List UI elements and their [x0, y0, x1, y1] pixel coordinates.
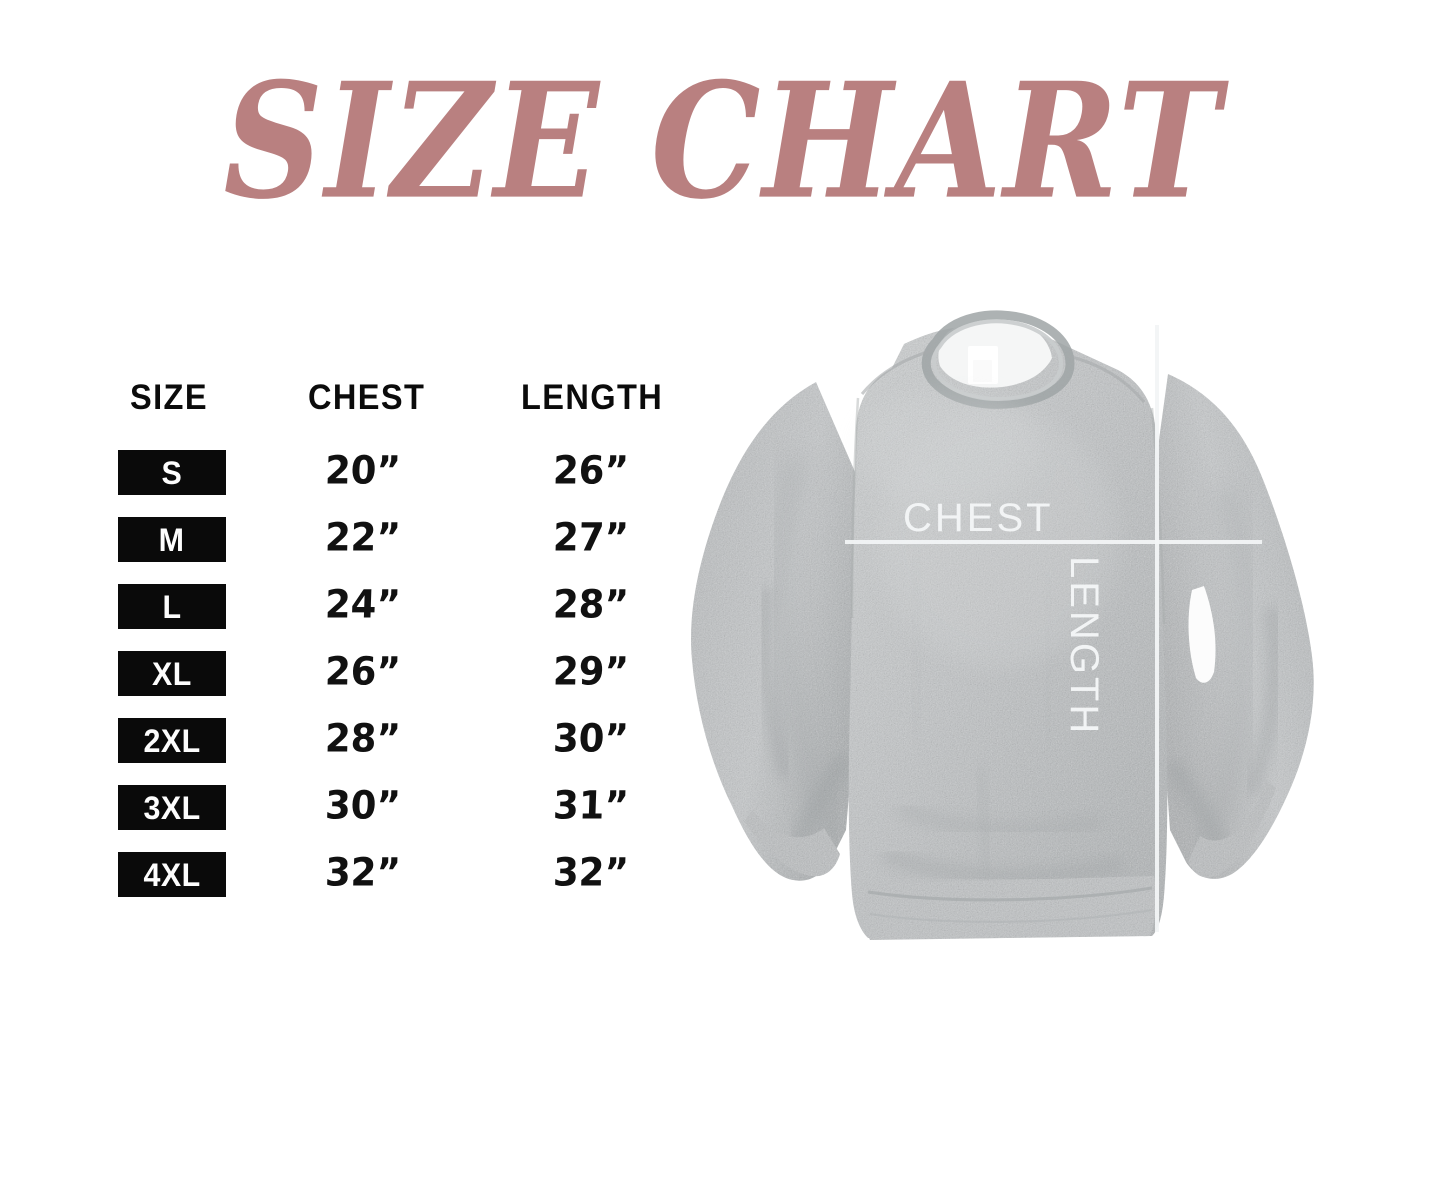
table-row: M 22” 27” [0, 514, 720, 562]
size-chip: 2XL [118, 718, 226, 763]
size-label: 2XL [143, 722, 201, 759]
table-row: 4XL 32” 32” [0, 849, 720, 897]
size-chip: 4XL [118, 852, 226, 897]
sweatshirt-photo [648, 288, 1368, 968]
length-overlay-label: LENGTH [1062, 556, 1106, 737]
table-row: 2XL 28” 30” [0, 715, 720, 763]
chest-overlay-label: CHEST [903, 496, 1054, 540]
size-label: 3XL [143, 789, 201, 826]
chest-value: 20” [324, 447, 402, 494]
size-chip: L [118, 584, 226, 629]
size-label: S [161, 454, 183, 491]
column-header-length: LENGTH [521, 378, 664, 417]
table-row: S 20” 26” [0, 447, 720, 495]
column-header-size: SIZE [130, 378, 208, 417]
column-header-chest: CHEST [308, 378, 426, 417]
size-label: M [159, 521, 185, 558]
table-row: XL 26” 29” [0, 648, 720, 696]
chest-guide-line [845, 540, 1262, 544]
size-label: 4XL [143, 856, 201, 893]
size-label: L [162, 588, 182, 625]
chest-value: 26” [324, 648, 402, 695]
table-row: 3XL 30” 31” [0, 782, 720, 830]
chest-value: 28” [324, 715, 402, 762]
size-chip: S [118, 450, 226, 495]
table-row: L 24” 28” [0, 581, 720, 629]
chest-value: 30” [324, 782, 402, 829]
size-table: SIZE CHEST LENGTH S 20” 26” M 22” 27” L … [0, 0, 720, 1204]
size-chip: M [118, 517, 226, 562]
chest-value: 24” [324, 581, 402, 628]
size-chip: 3XL [118, 785, 226, 830]
length-guide-line [1155, 325, 1159, 932]
chest-value: 32” [324, 849, 402, 896]
size-label: XL [152, 655, 192, 692]
size-chip: XL [118, 651, 226, 696]
chest-value: 22” [324, 514, 402, 561]
